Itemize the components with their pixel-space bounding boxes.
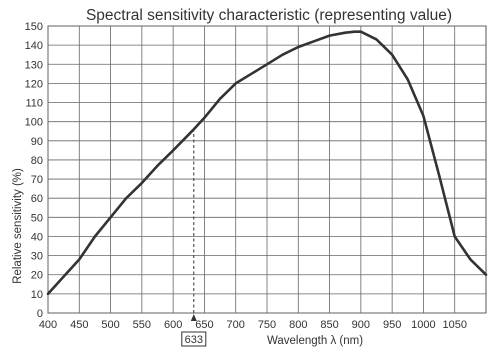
y-tick-label: 60 <box>31 193 43 205</box>
y-tick-label: 0 <box>37 308 43 320</box>
y-tick-label: 10 <box>31 289 43 301</box>
sensitivity-curve <box>46 30 488 296</box>
y-tick-label: 140 <box>25 40 43 52</box>
x-tick-labels: 400 450 500 550 600 650 700 750 800 850 900 950 1000… <box>39 319 467 331</box>
y-tick-label: 150 <box>25 21 43 33</box>
x-tick-label: 400 <box>39 319 57 331</box>
y-tick-label: 20 <box>31 270 43 282</box>
x-tick-label: 450 <box>70 319 88 331</box>
y-tick-label: 50 <box>31 212 43 224</box>
x-tick-label: 1000 <box>411 319 435 331</box>
series-group <box>46 30 488 296</box>
y-tick-label: 40 <box>31 231 43 243</box>
x-tick-label: 950 <box>383 319 401 331</box>
x-tick-label: 650 <box>195 319 213 331</box>
annotation: 633 <box>181 129 207 347</box>
x-tick-label: 800 <box>289 319 307 331</box>
x-tick-label: 550 <box>133 319 151 331</box>
y-tick-label: 90 <box>31 136 43 148</box>
grid <box>47 25 487 314</box>
x-tick-label: 600 <box>164 319 182 331</box>
y-tick-label: 70 <box>31 174 43 186</box>
marker-arrow-icon <box>190 314 197 321</box>
y-axis-label: Relative sensitivity (%) <box>12 168 24 284</box>
y-tick-label: 30 <box>31 251 43 263</box>
x-tick-label: 1050 <box>442 319 466 331</box>
x-axis-label: Wavelength λ (nm) <box>267 335 363 347</box>
x-tick-label: 700 <box>227 319 245 331</box>
x-tick-label: 750 <box>258 319 276 331</box>
y-tick-label: 110 <box>25 98 43 110</box>
y-tick-label: 80 <box>31 155 43 167</box>
x-tick-label: 500 <box>101 319 119 331</box>
marker-label-box <box>181 331 207 347</box>
y-tick-label: 130 <box>25 59 43 71</box>
chart-title: Spectral sensitivity characteristic (rep… <box>86 7 452 24</box>
y-tick-label: 100 <box>25 117 43 129</box>
marker-label: 633 <box>185 334 203 346</box>
x-tick-label: 850 <box>320 319 338 331</box>
y-tick-label: 120 <box>25 78 43 90</box>
x-tick-label: 900 <box>352 319 370 331</box>
y-tick-labels: 0 10 20 30 40 50 60 70 80 90 100 110 120 130 140 150 <box>25 21 43 320</box>
